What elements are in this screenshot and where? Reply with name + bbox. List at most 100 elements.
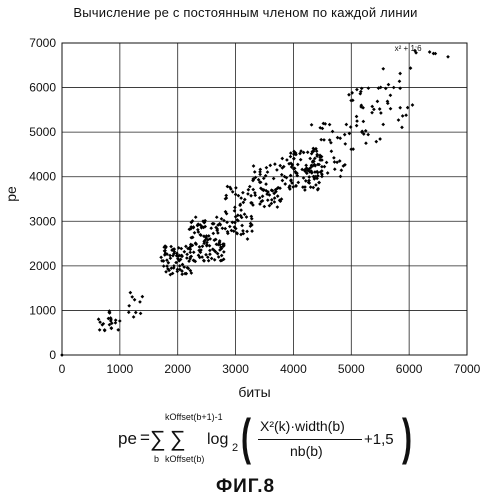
data-point — [114, 318, 118, 322]
data-point — [169, 256, 173, 260]
data-point — [253, 170, 257, 174]
data-point — [246, 237, 250, 241]
right-paren: ) — [402, 408, 412, 466]
data-point — [355, 115, 359, 119]
fraction-bar — [258, 439, 362, 440]
data-point — [434, 52, 438, 56]
data-point — [378, 137, 382, 141]
data-point — [289, 151, 293, 155]
data-point — [241, 229, 245, 233]
data-point — [340, 168, 344, 172]
data-point — [183, 250, 187, 254]
data-point — [328, 123, 332, 127]
data-point — [372, 108, 376, 112]
data-point — [338, 136, 342, 140]
data-point — [272, 177, 276, 181]
data-point — [233, 205, 237, 209]
data-point — [239, 208, 243, 212]
data-point — [332, 156, 336, 160]
x-tick-label: 3000 — [222, 362, 249, 376]
data-point — [333, 167, 337, 171]
data-point — [258, 196, 262, 200]
data-point — [98, 328, 102, 332]
data-point — [355, 88, 359, 92]
data-point — [221, 226, 225, 230]
data-point — [245, 215, 249, 219]
figure-label: ФИГ.8 — [0, 476, 491, 498]
y-tick-label: 7000 — [29, 36, 56, 50]
formula-equals: = — [140, 428, 150, 448]
data-point — [185, 256, 189, 260]
data-point — [250, 229, 254, 233]
data-point — [276, 205, 280, 209]
log-function: log — [207, 431, 228, 449]
data-point — [127, 310, 131, 314]
data-point — [138, 300, 142, 304]
data-point — [401, 114, 405, 118]
data-point — [376, 100, 380, 104]
data-point — [345, 123, 349, 127]
y-tick-label: 5000 — [29, 125, 56, 139]
data-point — [60, 353, 64, 357]
x-axis-label: биты — [238, 384, 270, 400]
data-point — [370, 105, 374, 109]
data-point — [400, 126, 404, 130]
data-point — [198, 245, 202, 249]
formula-constant: +1,5 — [364, 431, 394, 448]
data-point — [165, 264, 169, 268]
formula: pe = ∑ b ∑ kOffset(b+1)-1 kOffset(b) log… — [0, 412, 491, 472]
data-point — [381, 67, 385, 71]
data-point — [109, 326, 113, 330]
x-tick-label: 5000 — [338, 362, 365, 376]
data-point — [246, 192, 250, 196]
data-point — [428, 50, 432, 54]
data-point — [180, 272, 184, 276]
data-point — [292, 157, 296, 161]
data-point — [349, 125, 353, 129]
data-point — [397, 118, 401, 122]
data-point — [193, 231, 197, 235]
data-point — [276, 194, 280, 198]
data-point — [162, 264, 166, 268]
data-point — [310, 123, 314, 127]
data-point — [285, 158, 289, 162]
data-point — [392, 86, 396, 90]
data-point — [247, 188, 251, 192]
data-point — [367, 86, 371, 90]
data-point — [306, 150, 310, 154]
data-point — [231, 190, 235, 194]
plot-area-frame — [62, 43, 467, 355]
data-point — [207, 234, 211, 238]
data-point — [362, 120, 366, 124]
y-tick-label: 6000 — [29, 81, 56, 95]
data-point — [325, 161, 329, 165]
log-base: 2 — [232, 442, 238, 454]
data-point — [159, 255, 163, 259]
data-point — [289, 155, 293, 159]
data-point — [378, 107, 382, 111]
data-point — [239, 196, 243, 200]
data-point — [228, 225, 232, 229]
data-point — [261, 194, 265, 198]
x-tick-label: 4000 — [280, 362, 307, 376]
data-point — [201, 244, 205, 248]
data-point — [364, 141, 368, 145]
data-point — [355, 124, 359, 128]
y-tick-label: 2000 — [29, 259, 56, 273]
x-axis-ticks: 01000200030004000500060007000 — [59, 362, 481, 376]
data-point — [314, 183, 318, 187]
data-point — [379, 111, 383, 115]
data-point — [185, 252, 189, 256]
data-point — [398, 72, 402, 76]
data-point — [366, 133, 370, 137]
data-point — [347, 93, 351, 97]
data-point — [270, 198, 274, 202]
annotation-label: x² + 1:6 — [395, 44, 422, 53]
data-point — [268, 164, 272, 168]
data-point — [249, 194, 253, 198]
data-point — [296, 181, 300, 185]
data-point — [360, 87, 364, 91]
data-point — [208, 252, 212, 256]
data-point — [389, 107, 393, 111]
data-point — [370, 111, 374, 115]
